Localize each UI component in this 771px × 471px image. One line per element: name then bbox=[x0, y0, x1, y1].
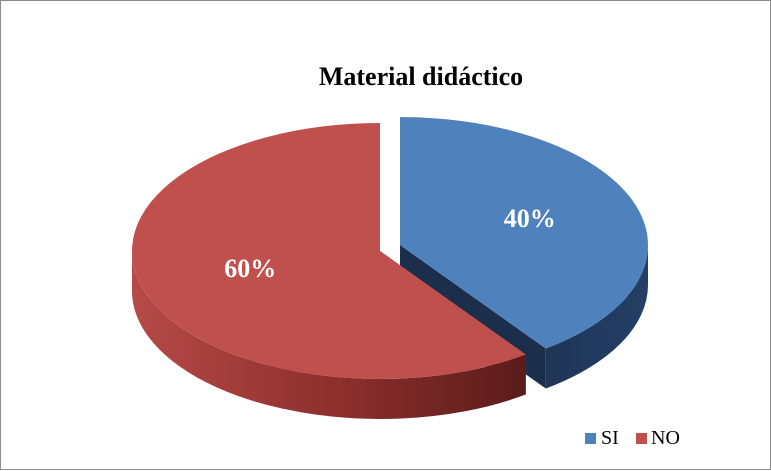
chart-title: Material didáctico bbox=[319, 62, 523, 91]
pie-layer: 40% 60% bbox=[132, 117, 648, 419]
legend-label-no: NO bbox=[651, 427, 680, 449]
legend-swatch-si bbox=[585, 433, 596, 444]
slice-side-si bbox=[545, 245, 648, 389]
data-label-si: 40% bbox=[504, 204, 556, 233]
legend-swatch-no bbox=[636, 433, 647, 444]
legend-label-si: SI bbox=[601, 427, 619, 449]
legend: SI NO bbox=[585, 427, 680, 449]
data-label-no: 60% bbox=[224, 254, 276, 283]
slice-si bbox=[400, 117, 648, 349]
slice-side-no bbox=[132, 251, 526, 419]
slice-no bbox=[132, 123, 526, 379]
